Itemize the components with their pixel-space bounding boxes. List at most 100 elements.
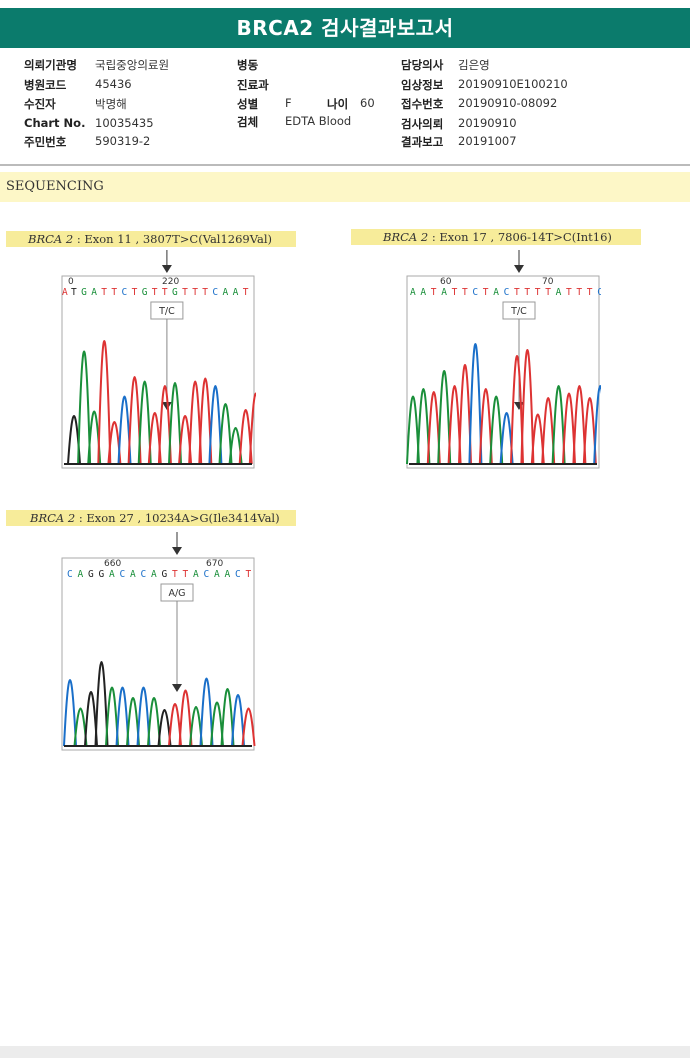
variant-marker-icon (172, 684, 182, 692)
trace-peak (406, 395, 420, 465)
info-label-clinical-info: 임상정보 (401, 78, 444, 92)
base-call: T (535, 287, 541, 298)
variant-marker-icon (161, 402, 172, 410)
trace-peak (572, 384, 587, 465)
zygosity-label: T/C (510, 306, 527, 317)
trace-peak (168, 381, 182, 465)
trace-peak (147, 696, 161, 747)
info-label-patient: 수진자 (24, 97, 56, 111)
base-call: T (524, 287, 530, 298)
trace-peak (117, 395, 132, 465)
trace-peak (97, 339, 112, 465)
patient-info: 의뢰기관명 국립중앙의료원 병원코드 45436 수진자 박명해 Chart N… (0, 50, 690, 160)
info-value-age: 60 (360, 96, 375, 110)
base-call: T (246, 569, 252, 580)
trace-peak (248, 392, 256, 465)
base-call: A (493, 287, 499, 298)
info-label-sex: 성별 (237, 97, 259, 111)
trace-peak (582, 396, 597, 465)
base-call: A (556, 287, 562, 298)
trace-peak (426, 390, 441, 465)
base-call: T (152, 287, 158, 298)
base-call: A (223, 287, 229, 298)
info-label-ward: 병동 (237, 58, 259, 72)
trace-peak (94, 660, 109, 747)
base-call: T (192, 287, 198, 298)
base-call: T (462, 287, 468, 298)
base-call: T (545, 287, 551, 298)
base-call: T (202, 287, 208, 298)
trace-peak (188, 380, 203, 465)
info-value-specimen: EDTA Blood (285, 114, 352, 128)
base-call: G (162, 569, 168, 580)
base-call: A (420, 287, 426, 298)
base-call: C (120, 569, 126, 580)
info-value-physician: 김은영 (458, 58, 490, 72)
base-call: A (214, 569, 220, 580)
header-divider (0, 164, 690, 166)
mutation-detail: : Exon 11 , 3807T>C(Val1269Val) (73, 232, 273, 246)
base-call: C (504, 287, 510, 298)
base-call: T (183, 569, 189, 580)
chromatogram-2: 60 70A A T A T T C T A C T T T T A T T T CT/C (406, 250, 601, 469)
mutation-detail: : Exon 27 , 10234A>G(Ile3414Val) (75, 511, 280, 525)
gene-name: BRCA 2 (383, 230, 429, 244)
base-call: G (142, 287, 148, 298)
info-value-resident-no: 590319-2 (95, 134, 151, 148)
trace-peak (84, 690, 98, 747)
info-label-request-date: 검사의뢰 (401, 117, 444, 131)
position-label: 70 (542, 277, 554, 287)
info-label-department: 진료과 (237, 78, 269, 92)
trace-peak (220, 687, 235, 747)
info-value-hospital-code: 45436 (95, 77, 132, 91)
base-call: T (431, 287, 437, 298)
variant-arrow-icon (514, 265, 524, 273)
base-call: G (172, 287, 178, 298)
base-call: T (587, 287, 593, 298)
base-call: C (141, 569, 147, 580)
base-call: T (172, 569, 178, 580)
zygosity-label: T/C (158, 306, 175, 317)
trace-peak (137, 380, 152, 465)
base-call: C (122, 287, 128, 298)
gene-name: BRCA 2 (30, 511, 76, 525)
trace-peak (168, 702, 182, 747)
trace-peak (136, 686, 151, 747)
trace-peak (210, 701, 224, 747)
trace-peak (157, 384, 172, 465)
trace-peak (520, 348, 535, 465)
base-call: T (162, 287, 168, 298)
base-call: T (452, 287, 458, 298)
mutation-detail: : Exon 17 , 7806-14T>C(Int16) (428, 230, 612, 244)
info-value-institution: 국립중앙의료원 (95, 58, 170, 72)
base-call: C (67, 569, 73, 580)
base-call: T (132, 287, 138, 298)
position-label: 60 (440, 277, 452, 287)
base-call: G (81, 287, 87, 298)
mutation-label-3: BRCA 2 : Exon 27 , 10234A>G(Ile3414Val) (6, 510, 296, 526)
info-label-physician: 담당의사 (401, 58, 444, 72)
trace-peak (199, 677, 214, 747)
info-label-resident-no: 주민번호 (24, 135, 67, 149)
trace-peak (218, 402, 233, 465)
base-call: A (193, 569, 199, 580)
base-call: T (101, 287, 107, 298)
base-call: A (151, 569, 157, 580)
trace-peak (541, 396, 556, 465)
trace-peak (530, 413, 545, 465)
base-call: C (472, 287, 478, 298)
mutation-label-2: BRCA 2 : Exon 17 , 7806-14T>C(Int16) (351, 229, 641, 245)
info-value-request-date: 20190910 (458, 116, 517, 130)
position-label: 220 (162, 277, 179, 287)
footer-bar (0, 1046, 690, 1058)
trace-peak (468, 342, 483, 465)
info-label-receipt-no: 접수번호 (401, 97, 444, 111)
base-call: A (62, 287, 68, 298)
trace-peak (157, 708, 172, 747)
info-value-report-date: 20191007 (458, 134, 517, 148)
base-call: A (130, 569, 136, 580)
trace-peak (458, 363, 472, 465)
base-call: A (233, 287, 239, 298)
